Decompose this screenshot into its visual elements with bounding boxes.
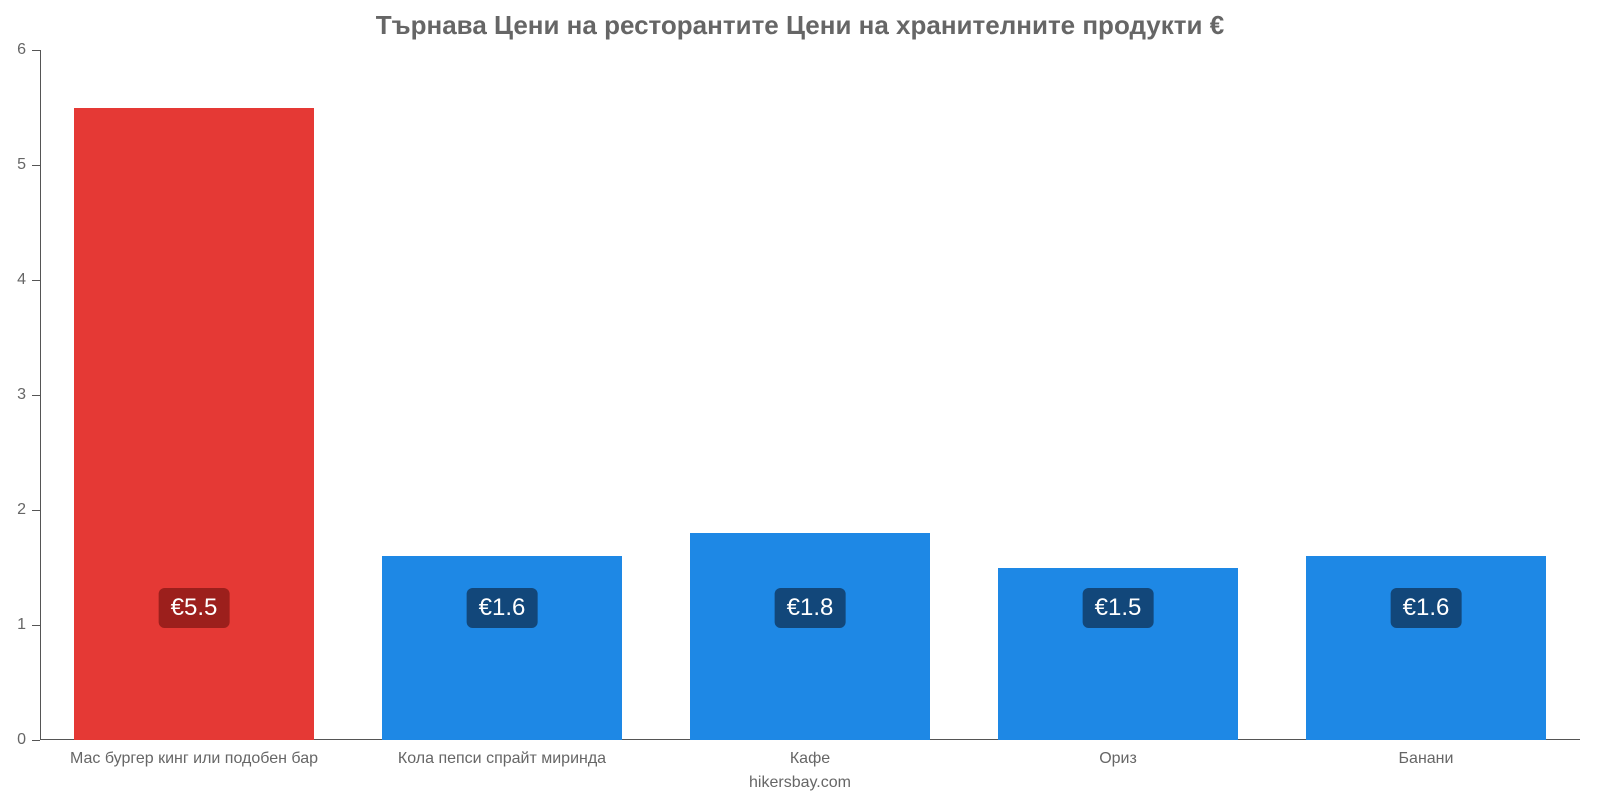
bar <box>1306 556 1546 740</box>
y-tick <box>32 165 40 166</box>
y-tick <box>32 50 40 51</box>
x-category-label: Банани <box>1272 750 1580 768</box>
value-badge: €1.8 <box>775 588 846 628</box>
y-axis-line <box>40 50 41 740</box>
bar <box>690 533 930 740</box>
price-bar-chart: Търнава Цени на ресторантите Цени на хра… <box>0 0 1600 800</box>
x-category-label: Ориз <box>964 750 1272 768</box>
y-tick-label: 3 <box>0 386 26 404</box>
value-badge: €1.6 <box>467 588 538 628</box>
value-badge: €1.5 <box>1083 588 1154 628</box>
y-tick <box>32 625 40 626</box>
value-badge: €5.5 <box>159 588 230 628</box>
plot-area: 0123456€5.5Мас бургер кинг или подобен б… <box>40 50 1580 740</box>
chart-title: Търнава Цени на ресторантите Цени на хра… <box>0 10 1600 41</box>
y-tick-label: 4 <box>0 271 26 289</box>
y-tick <box>32 510 40 511</box>
y-tick-label: 2 <box>0 501 26 519</box>
y-tick <box>32 280 40 281</box>
y-tick-label: 5 <box>0 156 26 174</box>
y-tick <box>32 395 40 396</box>
chart-footer: hikersbay.com <box>0 774 1600 792</box>
bar <box>74 108 314 741</box>
y-tick-label: 1 <box>0 616 26 634</box>
x-category-label: Мас бургер кинг или подобен бар <box>40 750 348 768</box>
y-tick <box>32 740 40 741</box>
x-category-label: Кола пепси спрайт миринда <box>348 750 656 768</box>
y-tick-label: 6 <box>0 41 26 59</box>
x-category-label: Кафе <box>656 750 964 768</box>
y-tick-label: 0 <box>0 731 26 749</box>
bar <box>382 556 622 740</box>
value-badge: €1.6 <box>1391 588 1462 628</box>
